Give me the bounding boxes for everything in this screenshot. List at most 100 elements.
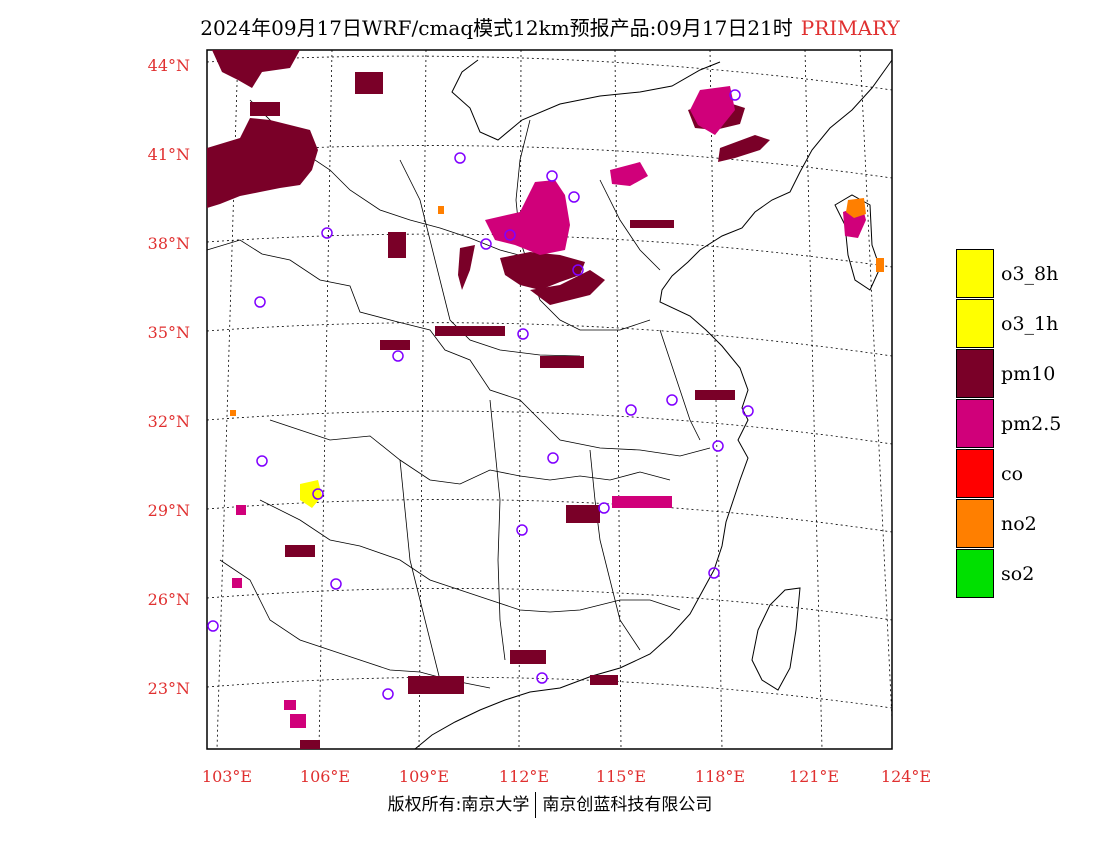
lon-label: 118°E	[695, 767, 745, 786]
legend-label: pm2.5	[1001, 413, 1062, 435]
lat-label: 44°N	[148, 56, 190, 75]
lat-label: 41°N	[148, 145, 190, 164]
pm25-patch	[610, 162, 648, 186]
legend-item-o3-1h: o3_1h	[956, 299, 1096, 349]
station-marker	[256, 455, 268, 467]
pm10-patch	[590, 675, 618, 685]
station-marker	[254, 296, 266, 308]
station-marker	[504, 229, 516, 241]
station-marker	[312, 488, 324, 500]
pm25-patch	[232, 578, 242, 588]
lat-label: 32°N	[148, 412, 190, 431]
legend-item-o3-8h: o3_8h	[956, 249, 1096, 299]
lon-label: 121°E	[789, 767, 839, 786]
lat-label: 29°N	[148, 501, 190, 520]
lon-label: 109°E	[399, 767, 449, 786]
pm25-areas	[232, 86, 866, 728]
pm10-patch	[285, 545, 315, 557]
boundary-i	[399, 459, 441, 681]
pm25-patch	[290, 714, 306, 728]
legend-swatch	[956, 449, 994, 498]
no2-patch	[230, 410, 236, 416]
lon-label: 106°E	[300, 767, 350, 786]
legend-label: pm10	[1001, 363, 1056, 385]
legend-swatch	[956, 399, 994, 448]
pm10-patch	[355, 72, 383, 94]
o3-areas	[300, 480, 322, 508]
pm10-patch	[300, 740, 320, 749]
pm10-region-top	[212, 50, 300, 88]
pm25-region-beijing	[485, 180, 570, 255]
legend-label: o3_8h	[1001, 263, 1059, 285]
meridian-106	[318, 49, 333, 750]
lat-label: 38°N	[148, 234, 190, 253]
lon-label: 103°E	[202, 767, 252, 786]
station-marker	[392, 350, 404, 362]
station-marker	[536, 672, 548, 684]
boundary-l	[659, 329, 701, 441]
meridian-118	[709, 49, 723, 750]
station-markers	[207, 89, 754, 700]
meridian-115	[614, 49, 622, 750]
meridian-109	[418, 49, 427, 750]
meridian-112	[518, 49, 522, 750]
legend-item-co: co	[956, 449, 1096, 499]
legend-label: o3_1h	[1001, 313, 1059, 335]
no2-patch-korea	[846, 198, 866, 218]
legend-swatch	[956, 549, 994, 598]
lat-label: 23°N	[148, 679, 190, 698]
province-boundaries	[206, 99, 711, 689]
footer-separator	[535, 792, 537, 818]
boundary-g	[259, 499, 681, 613]
pm25-band	[612, 496, 672, 508]
legend-swatch	[956, 499, 994, 548]
boundary-c	[399, 159, 581, 357]
lon-label: 112°E	[499, 767, 549, 786]
station-marker	[568, 191, 580, 203]
station-marker	[321, 227, 333, 239]
pm25-patch	[236, 505, 246, 515]
legend-item-no2: no2	[956, 499, 1096, 549]
boundary-k	[589, 449, 641, 651]
primary-tag: PRIMARY	[800, 16, 900, 40]
map-title-text: 2024年09月17日WRF/cmaq模式12km预报产品:09月17日21时	[200, 16, 793, 40]
station-marker	[729, 89, 741, 101]
meridian-124	[859, 49, 893, 721]
station-marker	[330, 578, 342, 590]
pm10-patch	[250, 102, 280, 116]
no2-patch	[438, 206, 444, 214]
pm25-patch	[284, 700, 296, 710]
north-border	[451, 59, 721, 141]
lon-label: 115°E	[596, 767, 646, 786]
map-frame	[206, 49, 893, 750]
station-marker	[546, 170, 558, 182]
pm10-patch	[695, 390, 735, 400]
legend-label: co	[1001, 463, 1024, 485]
legend-item-pm10: pm10	[956, 349, 1096, 399]
station-marker	[517, 328, 529, 340]
lon-label: 124°E	[881, 767, 931, 786]
pm10-patch	[630, 220, 674, 228]
taiwan-outline	[751, 587, 801, 691]
station-marker	[598, 502, 610, 514]
lat-label: 26°N	[148, 590, 190, 609]
copyright-left: 版权所有:南京大学	[387, 795, 530, 815]
pm10-streak	[458, 245, 475, 290]
legend-label: no2	[1001, 513, 1037, 535]
station-marker	[666, 394, 678, 406]
legend-swatch	[956, 249, 994, 298]
o3-patch	[300, 480, 322, 508]
station-marker	[547, 452, 559, 464]
station-marker	[708, 567, 720, 579]
pm10-region-coast	[718, 135, 770, 162]
pollutant-legend: o3_8h o3_1h pm10 pm2.5 co no2 so2	[956, 249, 1096, 599]
pm10-patch	[540, 356, 584, 368]
station-marker	[712, 440, 724, 452]
pm10-patch	[566, 505, 600, 523]
boundary-e	[599, 179, 661, 271]
legend-item-pm25: pm2.5	[956, 399, 1096, 449]
no2-areas	[230, 198, 884, 416]
boundary-j	[489, 399, 506, 661]
lat-axis: 44°N 41°N 38°N 35°N 32°N 29°N 26°N 23°N	[148, 56, 190, 698]
